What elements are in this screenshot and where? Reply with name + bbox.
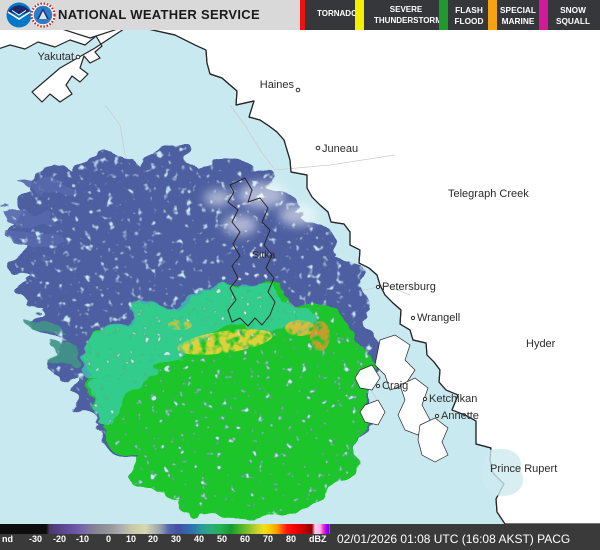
svg-text:Hyder: Hyder — [526, 338, 556, 350]
svg-text:Petersburg: Petersburg — [382, 281, 436, 293]
svg-text:Craig: Craig — [382, 380, 408, 392]
svg-text:Ketchikan: Ketchikan — [429, 393, 477, 405]
svg-text:Annette: Annette — [441, 410, 479, 422]
svg-text:Juneau: Juneau — [322, 143, 358, 155]
svg-text:Telegraph Creek: Telegraph Creek — [448, 188, 529, 200]
svg-text:Haines: Haines — [260, 79, 295, 91]
svg-text:Sitka: Sitka — [252, 249, 276, 261]
svg-text:Yakutat: Yakutat — [38, 51, 75, 63]
svg-text:Prince Rupert: Prince Rupert — [490, 463, 557, 475]
svg-text:Wrangell: Wrangell — [417, 312, 460, 324]
